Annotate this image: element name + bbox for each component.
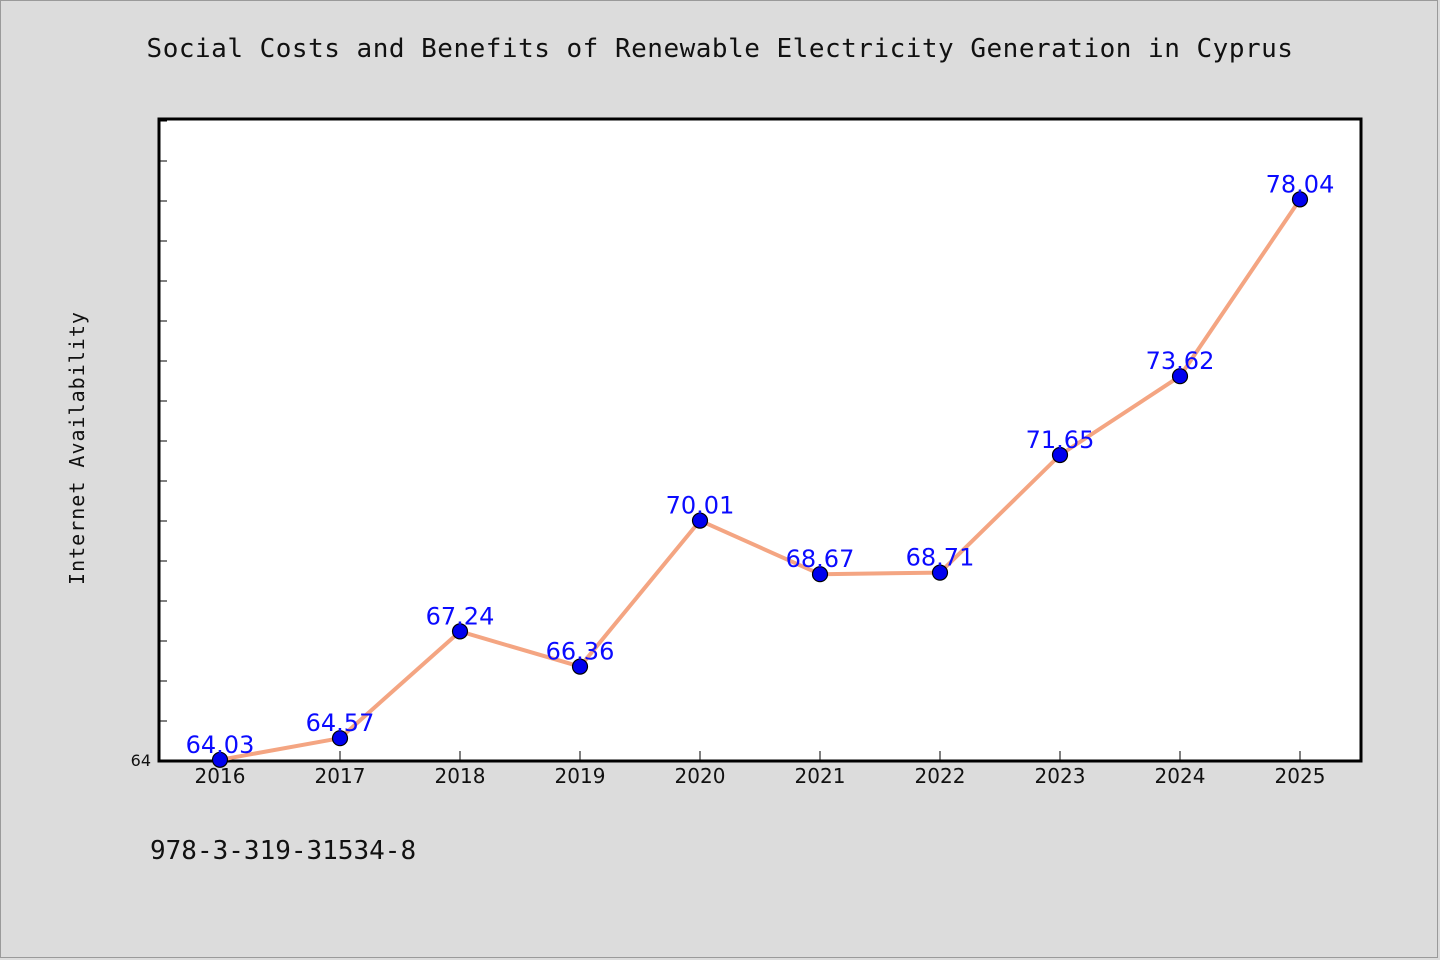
x-tick-label: 2016 [195, 764, 246, 788]
x-tick-label: 2019 [555, 764, 606, 788]
data-point [1171, 368, 1189, 385]
x-tick-label: 2017 [315, 764, 366, 788]
data-point [451, 623, 469, 640]
data-points [211, 191, 1309, 768]
data-label: 64.03 [186, 731, 255, 759]
plot-area [157, 117, 1363, 763]
data-point [1291, 191, 1309, 208]
y-tick-label: 64 [131, 751, 151, 770]
y-axis-ticks: 64 [131, 120, 167, 770]
data-label: 70.01 [666, 492, 735, 520]
data-label: 67.24 [426, 602, 495, 630]
data-point [211, 751, 229, 768]
footer-isbn: 978-3-319-31534-8 [150, 836, 417, 866]
x-tick-label: 2024 [1155, 764, 1206, 788]
data-point [571, 658, 589, 675]
data-point [1051, 446, 1069, 464]
data-label: 68.71 [906, 544, 975, 572]
data-label: 66.36 [546, 638, 615, 666]
x-tick-label: 2023 [1035, 764, 1086, 788]
data-label: 68.67 [786, 545, 855, 573]
data-label: 73.62 [1146, 347, 1215, 375]
data-label: 71.65 [1026, 426, 1095, 454]
x-tick-label: 2021 [795, 764, 846, 788]
x-tick-label: 2020 [675, 764, 726, 788]
x-tick-label: 2018 [435, 764, 486, 788]
data-label: 78.04 [1266, 170, 1335, 198]
series-line [219, 198, 1302, 762]
data-point [931, 564, 949, 581]
data-point [811, 566, 829, 583]
x-axis-ticks: 2016 2017 2018 2019 2020 2021 2022 2023 2024 2025 [195, 751, 1326, 788]
data-point [331, 730, 349, 747]
data-labels: 64.03 64.57 67.24 66.36 70.01 68.67 68.71 71.65… [186, 170, 1335, 758]
x-tick-label: 2022 [915, 764, 966, 788]
data-label: 64.57 [306, 709, 375, 737]
data-point [691, 512, 709, 529]
chart-title: Social Costs and Benefits of Renewable E… [146, 34, 1294, 64]
x-tick-label: 2025 [1275, 764, 1326, 788]
